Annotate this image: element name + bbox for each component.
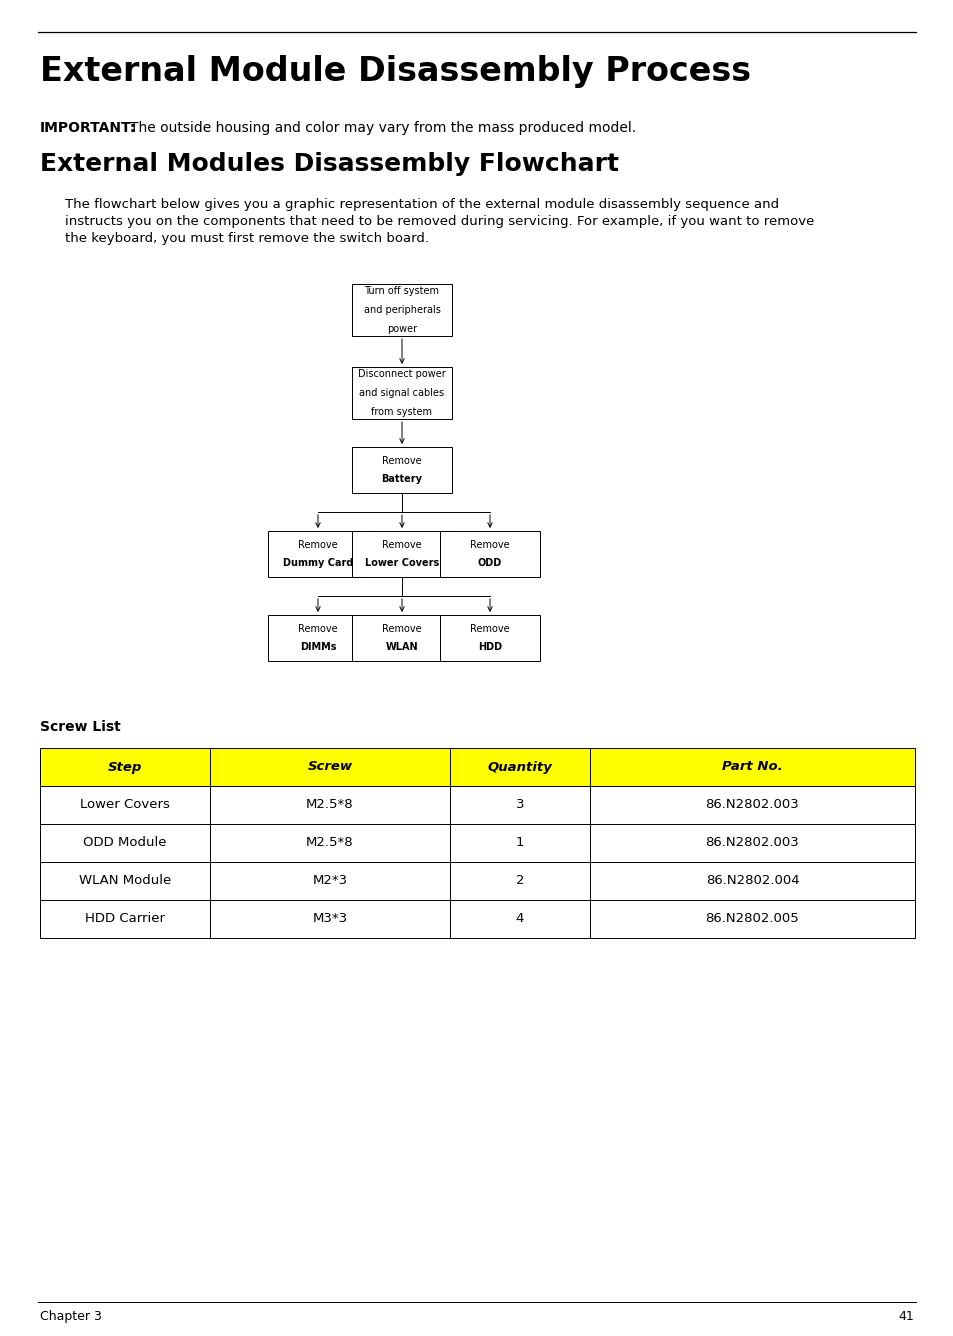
Text: Remove: Remove bbox=[382, 624, 421, 633]
Text: 3: 3 bbox=[516, 799, 524, 811]
Text: IMPORTANT:: IMPORTANT: bbox=[40, 122, 136, 135]
Text: Screw: Screw bbox=[307, 760, 353, 774]
Bar bbox=[268, 615, 368, 661]
Text: ODD: ODD bbox=[477, 558, 501, 568]
Text: Remove: Remove bbox=[382, 540, 421, 549]
Text: Quantity: Quantity bbox=[487, 760, 552, 774]
Text: HDD: HDD bbox=[477, 643, 501, 652]
Bar bbox=[352, 448, 452, 493]
Text: Remove: Remove bbox=[298, 624, 337, 633]
Text: Lower Covers: Lower Covers bbox=[364, 558, 438, 568]
Text: WLAN Module: WLAN Module bbox=[79, 875, 171, 887]
Text: 86.N2802.003: 86.N2802.003 bbox=[705, 836, 799, 850]
Text: WLAN: WLAN bbox=[385, 643, 417, 652]
Bar bbox=[439, 530, 539, 577]
Text: External Modules Disassembly Flowchart: External Modules Disassembly Flowchart bbox=[40, 152, 618, 176]
Text: Battery: Battery bbox=[381, 474, 422, 485]
Text: M2.5*8: M2.5*8 bbox=[306, 799, 354, 811]
Text: power: power bbox=[387, 323, 416, 334]
Bar bbox=[352, 367, 452, 420]
Text: 41: 41 bbox=[898, 1311, 913, 1323]
Text: 2: 2 bbox=[516, 875, 524, 887]
Bar bbox=[40, 786, 914, 824]
Text: and signal cables: and signal cables bbox=[359, 387, 444, 398]
Text: Dummy Card: Dummy Card bbox=[282, 558, 353, 568]
Text: from system: from system bbox=[371, 406, 432, 417]
Bar bbox=[439, 615, 539, 661]
Text: External Module Disassembly Process: External Module Disassembly Process bbox=[40, 55, 750, 88]
Text: Screw List: Screw List bbox=[40, 720, 121, 733]
Text: Disconnect power: Disconnect power bbox=[357, 369, 445, 379]
Text: Step: Step bbox=[108, 760, 142, 774]
Text: Part No.: Part No. bbox=[721, 760, 782, 774]
Text: HDD Carrier: HDD Carrier bbox=[85, 912, 165, 926]
Text: M2.5*8: M2.5*8 bbox=[306, 836, 354, 850]
Text: 1: 1 bbox=[516, 836, 524, 850]
Bar bbox=[40, 824, 914, 862]
Text: 86.N2802.004: 86.N2802.004 bbox=[705, 875, 799, 887]
Text: Remove: Remove bbox=[298, 540, 337, 549]
Text: Remove: Remove bbox=[470, 624, 509, 633]
Text: 86.N2802.005: 86.N2802.005 bbox=[705, 912, 799, 926]
Bar bbox=[40, 862, 914, 900]
Text: 4: 4 bbox=[516, 912, 523, 926]
Bar bbox=[40, 900, 914, 938]
Text: 86.N2802.003: 86.N2802.003 bbox=[705, 799, 799, 811]
Text: The flowchart below gives you a graphic representation of the external module di: The flowchart below gives you a graphic … bbox=[65, 198, 814, 244]
Bar bbox=[352, 615, 452, 661]
Bar bbox=[40, 748, 914, 786]
Bar bbox=[352, 285, 452, 335]
Text: Remove: Remove bbox=[382, 456, 421, 466]
Text: M3*3: M3*3 bbox=[313, 912, 347, 926]
Text: Chapter 3: Chapter 3 bbox=[40, 1311, 102, 1323]
Text: ODD Module: ODD Module bbox=[83, 836, 167, 850]
Bar bbox=[352, 530, 452, 577]
Text: The outside housing and color may vary from the mass produced model.: The outside housing and color may vary f… bbox=[130, 122, 636, 135]
Text: Turn off system: Turn off system bbox=[364, 286, 439, 297]
Text: Lower Covers: Lower Covers bbox=[80, 799, 170, 811]
Text: and peripherals: and peripherals bbox=[363, 305, 440, 315]
Text: M2*3: M2*3 bbox=[313, 875, 347, 887]
Text: Remove: Remove bbox=[470, 540, 509, 549]
Bar bbox=[268, 530, 368, 577]
Text: DIMMs: DIMMs bbox=[299, 643, 335, 652]
